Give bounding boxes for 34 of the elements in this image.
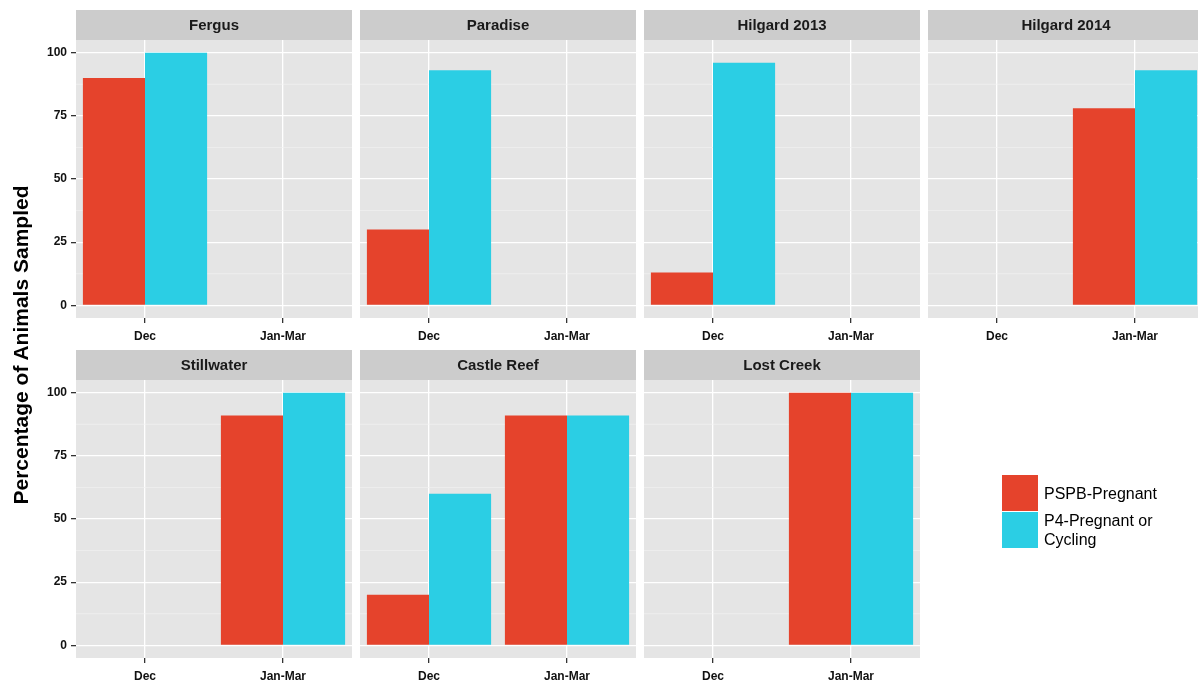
y-tick-label: 75 bbox=[53, 448, 68, 463]
x-tick-label: Jan-Mar bbox=[827, 328, 875, 343]
x-tick-label: Jan-Mar bbox=[543, 668, 591, 683]
y-tick-label: 75 bbox=[53, 108, 68, 123]
y-tick-label: 0 bbox=[60, 637, 68, 652]
chart-title: Fergus bbox=[76, 10, 352, 40]
x-tick-label: Dec bbox=[417, 328, 441, 343]
x-tick-label: Dec bbox=[701, 328, 725, 343]
chart-title: Paradise bbox=[360, 10, 636, 40]
x-tick-label: Jan-Mar bbox=[1111, 328, 1159, 343]
y-tick-label: 100 bbox=[46, 384, 68, 399]
y-tick-label: 100 bbox=[46, 44, 68, 59]
legend-label: P4-Pregnant or Cycling bbox=[1044, 511, 1154, 549]
x-tick-label: Dec bbox=[985, 328, 1009, 343]
chart-title: Castle Reef bbox=[360, 350, 636, 380]
x-tick-label: Jan-Mar bbox=[259, 328, 307, 343]
x-tick-label: Jan-Mar bbox=[259, 668, 307, 683]
x-tick-label: Dec bbox=[133, 668, 157, 683]
y-tick-label: 25 bbox=[53, 574, 68, 589]
legend-label: PSPB-Pregnant bbox=[1044, 483, 1158, 503]
x-tick-label: Dec bbox=[701, 668, 725, 683]
y-axis-title: Percentage of Animals Sampled bbox=[8, 185, 32, 505]
y-tick-label: 0 bbox=[60, 297, 68, 312]
chart-title: Hilgard 2014 bbox=[928, 10, 1198, 40]
x-tick-label: Jan-Mar bbox=[827, 668, 875, 683]
y-tick-label: 50 bbox=[53, 511, 68, 526]
x-tick-label: Dec bbox=[417, 668, 441, 683]
chart-title: Lost Creek bbox=[644, 350, 920, 380]
x-tick-label: Jan-Mar bbox=[543, 328, 591, 343]
x-tick-label: Dec bbox=[133, 328, 157, 343]
y-tick-label: 50 bbox=[53, 171, 68, 186]
chart-title: Hilgard 2013 bbox=[644, 10, 920, 40]
chart-title: Stillwater bbox=[76, 350, 352, 380]
y-tick-label: 25 bbox=[53, 234, 68, 249]
